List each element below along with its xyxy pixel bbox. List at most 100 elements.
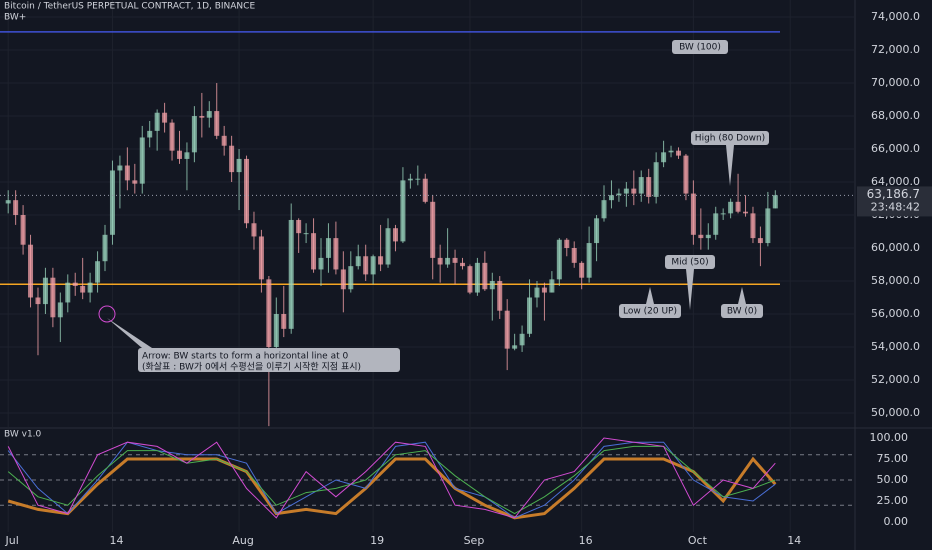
last-price-label: 63,186.7 xyxy=(867,187,920,201)
y-tick-label: 70,000.0 xyxy=(871,76,920,89)
annotation-text: Mid (50) xyxy=(671,258,708,268)
annotation-text: Arrow: BW starts to form a horizontal li… xyxy=(142,352,348,362)
x-tick-label: Oct xyxy=(688,534,708,547)
candle-body xyxy=(206,111,212,118)
candle-body xyxy=(668,150,674,153)
candle-body xyxy=(683,155,689,194)
annotation-pointer xyxy=(646,287,654,304)
candle-body xyxy=(579,262,585,278)
candle-body xyxy=(690,193,696,235)
annotation-text: BW (100) xyxy=(679,43,721,53)
candle-body xyxy=(392,228,398,242)
candle-body xyxy=(586,243,592,278)
candle-body xyxy=(229,145,235,173)
candle-body xyxy=(527,297,533,334)
x-tick-label: Aug xyxy=(232,534,253,547)
candle-body xyxy=(705,234,711,239)
candle-body xyxy=(87,282,93,293)
candle-body xyxy=(311,233,317,270)
oscillator-line xyxy=(7,437,776,519)
candle-body xyxy=(460,262,466,267)
candle-body xyxy=(772,195,778,209)
candle-body xyxy=(653,162,659,197)
y-tick-label: 50.00 xyxy=(877,473,909,486)
candle-body xyxy=(296,219,302,234)
annotation-text: (화살표 : BW가 0에서 수평선을 이루기 시작한 지점 표시) xyxy=(142,361,361,373)
candle-body xyxy=(244,158,250,224)
y-tick-label: 100.00 xyxy=(870,431,909,444)
candle-body xyxy=(430,201,436,258)
candle-body xyxy=(184,152,190,159)
annotation-box xyxy=(721,304,763,318)
annotation-pointer xyxy=(107,318,152,348)
candle-body xyxy=(519,333,525,346)
y-tick-label: 50,000.0 xyxy=(871,406,920,419)
candle-body xyxy=(199,116,205,118)
candle-body xyxy=(162,112,168,123)
countdown-label: 23:48:42 xyxy=(871,200,920,213)
marker-circle xyxy=(98,305,116,323)
candle-body xyxy=(117,165,123,171)
x-tick-label: 16 xyxy=(579,534,593,547)
y-tick-label: 60,000.0 xyxy=(871,241,920,254)
candle-body xyxy=(735,201,741,212)
x-tick-label: Sep xyxy=(464,534,485,547)
candle-body xyxy=(5,200,11,204)
candle-body xyxy=(743,211,749,214)
candle-body xyxy=(340,269,346,290)
candle-body xyxy=(549,279,555,293)
candle-body xyxy=(445,257,451,265)
candle-body xyxy=(489,280,495,290)
candle-body xyxy=(541,287,547,293)
candle-body xyxy=(28,244,34,298)
candle-body xyxy=(109,170,115,235)
candle-body xyxy=(594,218,600,244)
candle-body xyxy=(236,158,242,173)
indicator-name: BW+ xyxy=(4,13,26,23)
oscillator-line xyxy=(7,441,776,519)
candle-body xyxy=(556,239,562,280)
candle-body xyxy=(385,228,391,265)
candle-body xyxy=(72,282,78,286)
x-tick-label: 14 xyxy=(787,534,801,547)
candle-body xyxy=(50,277,56,318)
y-tick-label: 54,000.0 xyxy=(871,340,920,353)
candle-body xyxy=(65,282,71,303)
candle-body xyxy=(20,215,26,245)
candle-body xyxy=(534,287,540,298)
y-tick-label: 75.00 xyxy=(877,452,909,465)
candle-body xyxy=(474,262,480,293)
candle-body xyxy=(35,297,41,305)
candle-body xyxy=(258,236,264,280)
oscillator-line xyxy=(7,445,776,515)
y-tick-label: 74,000.0 xyxy=(871,10,920,23)
annotation-box xyxy=(672,40,728,54)
candle-body xyxy=(333,238,339,270)
candle-body xyxy=(318,257,324,270)
candle-body xyxy=(698,234,704,239)
candle-body xyxy=(132,180,138,184)
candle-body xyxy=(288,219,294,329)
x-tick-label: 14 xyxy=(109,534,123,547)
annotation-box xyxy=(619,304,681,318)
candle-body xyxy=(355,256,361,267)
y-tick-label: 72,000.0 xyxy=(871,43,920,56)
candle-body xyxy=(169,122,175,151)
candle-body xyxy=(564,239,570,249)
candle-body xyxy=(601,200,607,219)
last-price-box xyxy=(857,186,932,217)
candle-body xyxy=(80,285,86,293)
candle-body xyxy=(221,135,227,146)
annotation-text: High (80 Down) xyxy=(695,134,765,144)
candle-body xyxy=(303,233,309,235)
candle-body xyxy=(631,188,637,194)
y-tick-label: 52,000.0 xyxy=(871,373,920,386)
y-tick-label: 56,000.0 xyxy=(871,307,920,320)
x-tick-label: 19 xyxy=(370,534,384,547)
candle-body xyxy=(623,188,629,194)
candle-body xyxy=(348,266,354,290)
candle-body xyxy=(370,256,376,275)
annotation-box xyxy=(665,255,715,269)
